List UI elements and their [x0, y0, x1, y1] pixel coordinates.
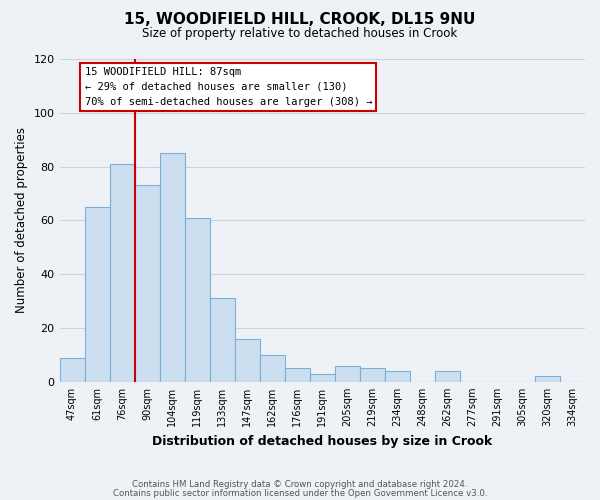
- Text: Size of property relative to detached houses in Crook: Size of property relative to detached ho…: [142, 28, 458, 40]
- Bar: [59, 358, 85, 382]
- Bar: [235, 339, 260, 382]
- Text: Contains HM Land Registry data © Crown copyright and database right 2024.: Contains HM Land Registry data © Crown c…: [132, 480, 468, 489]
- Bar: [310, 374, 335, 382]
- Bar: [209, 298, 235, 382]
- Bar: [185, 218, 209, 382]
- Bar: [134, 186, 160, 382]
- Bar: [360, 368, 385, 382]
- Bar: [85, 207, 110, 382]
- Bar: [110, 164, 134, 382]
- Bar: [260, 355, 285, 382]
- Text: Contains public sector information licensed under the Open Government Licence v3: Contains public sector information licen…: [113, 488, 487, 498]
- Text: 15 WOODIFIELD HILL: 87sqm
← 29% of detached houses are smaller (130)
70% of semi: 15 WOODIFIELD HILL: 87sqm ← 29% of detac…: [85, 67, 372, 106]
- Bar: [285, 368, 310, 382]
- X-axis label: Distribution of detached houses by size in Crook: Distribution of detached houses by size …: [152, 434, 493, 448]
- Y-axis label: Number of detached properties: Number of detached properties: [15, 128, 28, 314]
- Bar: [160, 153, 185, 382]
- Bar: [385, 371, 410, 382]
- Bar: [535, 376, 560, 382]
- Text: 15, WOODIFIELD HILL, CROOK, DL15 9NU: 15, WOODIFIELD HILL, CROOK, DL15 9NU: [124, 12, 476, 28]
- Bar: [335, 366, 360, 382]
- Bar: [435, 371, 460, 382]
